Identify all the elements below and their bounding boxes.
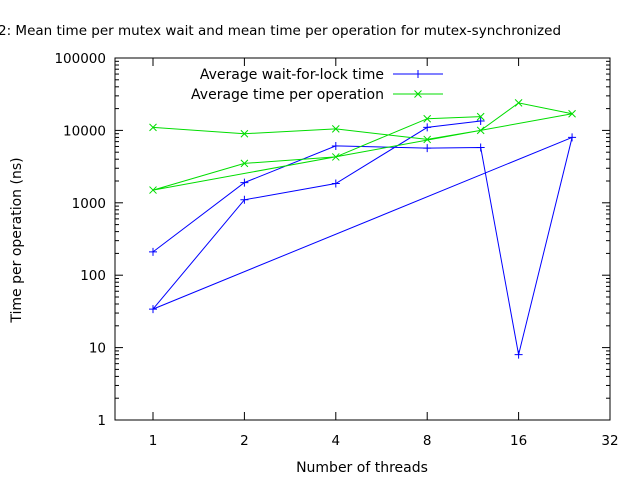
- y-axis-ticks: 1 10 100 1000 10000 100000: [54, 51, 610, 429]
- data-point: [331, 125, 340, 133]
- x-axis-label: Number of threads: [296, 460, 428, 476]
- data-point: [149, 123, 157, 132]
- legend-label: Average wait-for-lock time: [200, 67, 384, 83]
- data-point: [414, 90, 422, 98]
- data-point: [240, 159, 249, 168]
- series-1: [149, 99, 576, 194]
- data-point: [568, 109, 576, 118]
- x-axis-ticks: 1 2 4 8 16 32: [149, 58, 619, 449]
- y-tick-label: 100: [80, 268, 106, 284]
- data-point: [149, 305, 157, 314]
- data-point: [514, 99, 523, 107]
- data-point: [149, 247, 157, 256]
- y-axis-label: Time per operation (ns): [9, 157, 25, 323]
- legend: Average wait-for-lock time Average time p…: [191, 67, 443, 103]
- data-point: [331, 179, 340, 188]
- data-point: [414, 70, 422, 78]
- series-layer: [149, 99, 577, 359]
- x-tick-label: 2: [240, 433, 249, 449]
- data-point: [331, 141, 340, 150]
- data-point: [149, 186, 157, 194]
- data-point: [514, 350, 523, 359]
- data-point: [423, 144, 432, 153]
- y-tick-label: 1000: [72, 196, 106, 212]
- x-tick-label: 4: [332, 433, 341, 449]
- x-tick-label: 1: [149, 433, 158, 449]
- y-tick-label: 100000: [54, 51, 106, 67]
- series-0: [149, 116, 577, 359]
- data-point: [331, 153, 340, 161]
- legend-label: Average time per operation: [191, 87, 384, 103]
- series-line: [152, 102, 573, 191]
- y-tick-label: 10000: [63, 123, 106, 139]
- data-point: [568, 133, 577, 142]
- data-point: [240, 178, 249, 187]
- data-point: [423, 135, 432, 144]
- data-point: [423, 123, 432, 132]
- series-line: [152, 120, 573, 355]
- y-tick-label: 10: [89, 341, 106, 357]
- chart-title: 2: Mean time per mutex wait and mean tim…: [0, 23, 561, 39]
- plot-frame: [114, 57, 611, 421]
- data-point: [240, 195, 249, 204]
- data-point: [476, 116, 485, 125]
- y-tick-label: 1: [97, 413, 106, 429]
- data-point: [423, 114, 432, 123]
- x-tick-label: 32: [601, 433, 618, 449]
- x-tick-label: 16: [510, 433, 527, 449]
- x-tick-label: 8: [423, 433, 432, 449]
- data-point: [476, 126, 485, 135]
- data-point: [476, 112, 485, 121]
- data-point: [476, 143, 485, 152]
- data-point: [240, 129, 249, 138]
